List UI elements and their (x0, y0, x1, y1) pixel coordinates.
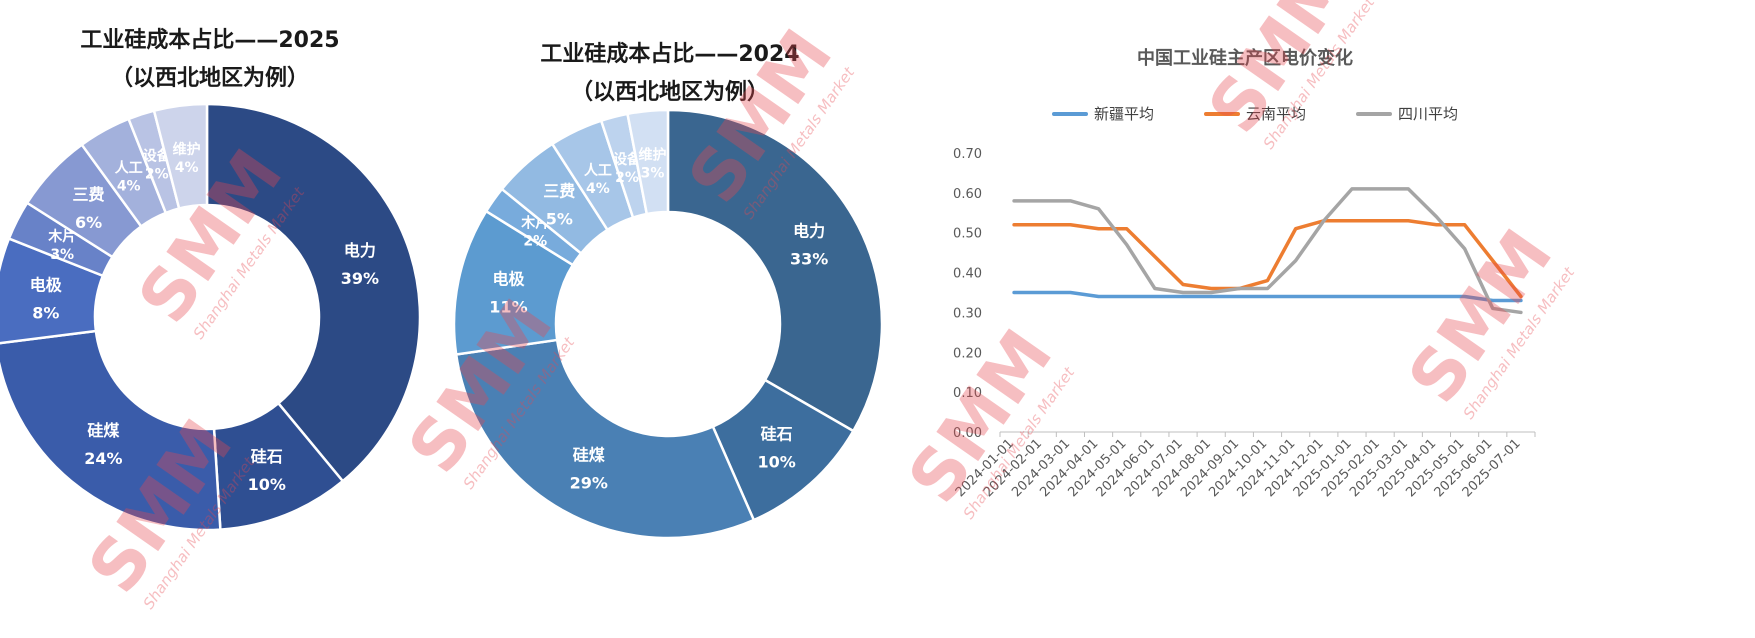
y-tick-label: 0.60 (953, 187, 982, 202)
legend-item: 新疆平均 (1052, 103, 1154, 124)
chart-title: 中国工业硅主产区电价变化 (1137, 48, 1353, 69)
donut-slice-维护 (626, 108, 670, 216)
legend-swatch (1052, 111, 1088, 116)
legend-swatch (1356, 111, 1393, 116)
y-tick-label: 0.50 (953, 227, 982, 242)
legend-swatch (1204, 111, 1241, 116)
slice-category-label: 电力 (793, 222, 825, 241)
slice-category-label: 维护 (639, 147, 667, 164)
subtitle-text: （以西北地区为例） (110, 66, 309, 92)
slice-category-label: 硅煤 (87, 421, 119, 440)
y-tick-label: 0.70 (953, 147, 982, 162)
slice-value-label: 2% (145, 166, 169, 182)
y-tick-label: 0.10 (953, 386, 982, 401)
line-svg: 0.000.100.200.300.400.500.600.702024-01-… (953, 147, 1536, 500)
slice-value-label: 39% (341, 269, 379, 288)
series-line-新疆平均 (1012, 290, 1523, 303)
slice-value-label: 10% (248, 475, 286, 494)
slice-value-label: 24% (84, 449, 122, 468)
legend-label: 四川平均 (1398, 105, 1459, 123)
slice-category-label: 维护 (173, 141, 201, 158)
slice-value-label: 4% (117, 179, 141, 195)
legend-item: 云南平均 (1204, 103, 1306, 124)
slice-category-label: 三费 (543, 182, 575, 201)
slice-value-label: 5% (546, 210, 573, 229)
slice-category-label: 木片 (47, 228, 76, 245)
y-tick-label: 0.30 (953, 306, 982, 321)
slice-category-label: 电极 (492, 270, 525, 289)
donut-slice-硅煤 (454, 338, 756, 540)
slice-value-label: 33% (790, 250, 828, 269)
slice-value-label: 29% (570, 473, 608, 492)
donut-slice-维护 (152, 102, 209, 211)
donut-chart-2024: 工业硅成本占比——2024 （以西北地区为例） 电力 33% 硅石 10% 硅煤 29% 电… (440, 0, 900, 638)
y-tick-label: 0.20 (953, 346, 982, 361)
chart-legend: 新疆平均 云南平均 四川平均 (1052, 103, 1458, 124)
donut-slice-电力 (666, 108, 884, 433)
donut-slice-电力 (205, 102, 420, 483)
legend-item: 四川平均 (1356, 103, 1458, 124)
slice-value-label: 2% (615, 170, 639, 186)
series-line-四川平均 (1012, 187, 1523, 315)
donut-slice-硅煤 (0, 329, 222, 532)
slice-value-label: 6% (75, 213, 102, 232)
slice-value-label: 10% (758, 452, 796, 471)
slice-value-label: 4% (586, 181, 610, 197)
legend-label: 云南平均 (1246, 105, 1307, 123)
slice-category-label: 电力 (344, 241, 376, 260)
chart-title: 工业硅成本占比——2025 （以西北地区为例） (0, 28, 420, 93)
y-tick-label: 0.00 (953, 426, 982, 441)
line-chart-electricity: 中国工业硅主产区电价变化 新疆平均 云南平均 四川平均 0.00 0.10 0.20… (930, 0, 1755, 638)
y-tick-label: 0.40 (953, 267, 982, 282)
slice-value-label: 3% (50, 247, 74, 263)
slice-category-label: 硅石 (761, 424, 793, 443)
legend-label: 新疆平均 (1094, 105, 1155, 123)
slice-value-label: 2% (523, 233, 547, 249)
slice-category-label: 硅石 (251, 447, 283, 466)
slice-value-label: 8% (32, 304, 59, 323)
subtitle-text: （以西北地区为例） (570, 80, 769, 106)
series-line-云南平均 (1012, 219, 1523, 299)
slice-category-label: 硅煤 (573, 445, 605, 464)
slice-value-label: 3% (641, 166, 665, 182)
title-text: 工业硅成本占比——2024 (540, 42, 800, 67)
slice-value-label: 4% (175, 160, 199, 176)
slice-category-label: 电极 (30, 276, 63, 295)
slice-value-label: 11% (489, 298, 527, 317)
donut-chart-2025: 工业硅成本占比——2025 （以西北地区为例） 电力 39% 硅石 10% 硅煤 24% 电… (0, 0, 420, 638)
slice-category-label: 人工 (115, 160, 143, 177)
chart-title: 工业硅成本占比——2024 （以西北地区为例） (440, 42, 900, 107)
title-text: 工业硅成本占比——2025 (80, 28, 340, 53)
slice-category-label: 人工 (584, 162, 612, 179)
slice-category-label: 三费 (73, 185, 105, 204)
